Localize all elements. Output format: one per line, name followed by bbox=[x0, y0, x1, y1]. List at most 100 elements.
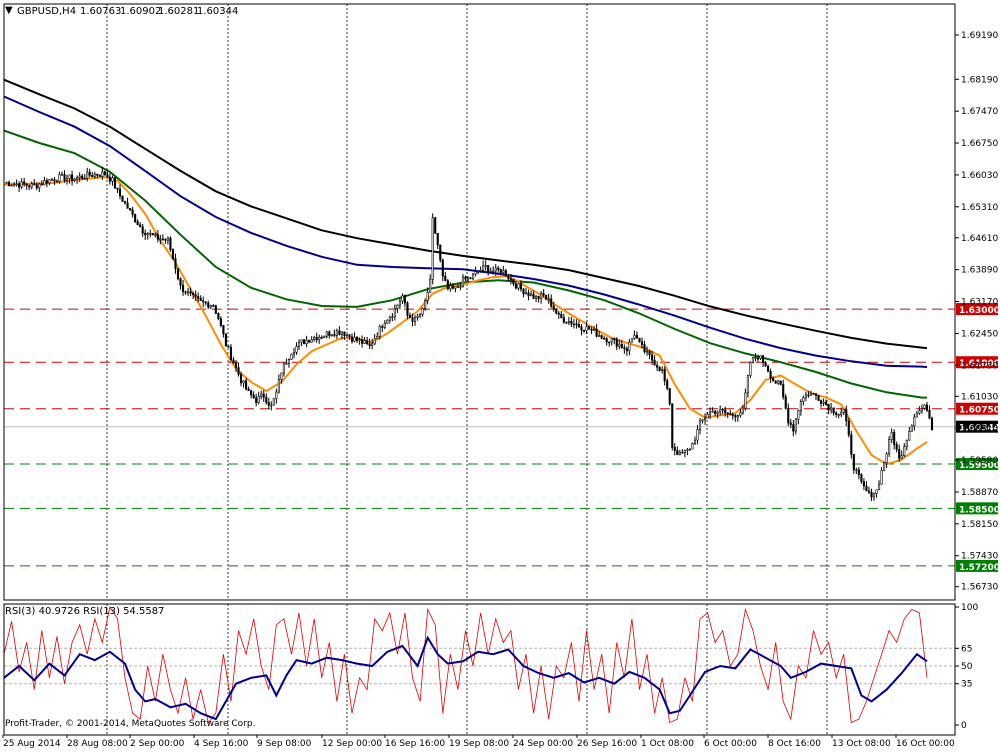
candle-body bbox=[35, 184, 38, 189]
candle-body bbox=[88, 171, 91, 176]
candle-body bbox=[555, 309, 558, 314]
candle-body bbox=[477, 271, 480, 273]
level-tag bbox=[956, 559, 998, 572]
candle-body bbox=[683, 449, 686, 454]
candle-body bbox=[411, 317, 414, 322]
level-label: 1.61800 bbox=[959, 359, 1000, 369]
candle-body bbox=[923, 404, 926, 409]
candle-body bbox=[618, 343, 621, 347]
y-tick-label: 1.66750 bbox=[961, 139, 998, 149]
candle-body bbox=[764, 362, 767, 367]
candle-body bbox=[663, 369, 666, 382]
candle-body bbox=[383, 322, 386, 328]
candle-body bbox=[451, 285, 454, 289]
rsi3-line bbox=[3, 605, 928, 724]
level-label: 1.60750 bbox=[959, 406, 1000, 416]
candle-body bbox=[63, 174, 66, 181]
candle-body bbox=[305, 339, 308, 344]
candle-body bbox=[73, 178, 76, 181]
candle-body bbox=[217, 313, 220, 319]
candle-body bbox=[146, 233, 149, 236]
candle-body bbox=[419, 313, 422, 317]
candle-body bbox=[431, 217, 434, 280]
y-tick-label: 1.63890 bbox=[961, 266, 998, 276]
candle-body bbox=[86, 171, 89, 179]
candle-body bbox=[5, 182, 8, 184]
candle-body bbox=[593, 328, 596, 331]
candle-body bbox=[928, 409, 931, 419]
candle-body bbox=[799, 401, 802, 412]
candle-body bbox=[315, 337, 318, 341]
candle-body bbox=[287, 359, 291, 364]
candle-body bbox=[456, 286, 459, 288]
candle-body bbox=[53, 179, 56, 182]
candle-body bbox=[290, 353, 293, 360]
x-tick-label: 16 Oct 00:00 bbox=[896, 739, 955, 749]
candle-body bbox=[613, 338, 616, 340]
candle-body bbox=[396, 304, 399, 309]
candle-body bbox=[567, 320, 570, 323]
candle-body bbox=[10, 184, 13, 187]
candle-body bbox=[656, 364, 659, 368]
candle-body bbox=[900, 455, 903, 459]
candle-body bbox=[676, 450, 679, 455]
candle-body bbox=[252, 394, 255, 399]
candle-body bbox=[245, 380, 248, 390]
candle-body bbox=[736, 415, 739, 418]
candle-body bbox=[156, 233, 159, 240]
candle-body bbox=[512, 279, 515, 285]
candle-body bbox=[381, 326, 384, 328]
candle-body bbox=[779, 380, 782, 385]
x-tick-label: 19 Sep 08:00 bbox=[449, 739, 509, 749]
candle-body bbox=[355, 336, 359, 341]
candle-body bbox=[461, 276, 465, 287]
candle-body bbox=[870, 491, 873, 498]
candle-body bbox=[333, 334, 336, 336]
candle-body bbox=[83, 177, 86, 180]
candle-body bbox=[638, 337, 641, 343]
candle-body bbox=[242, 380, 245, 384]
candle-body bbox=[207, 302, 210, 308]
x-tick-label: 16 Sep 16:00 bbox=[385, 739, 445, 749]
level-tag bbox=[956, 356, 998, 369]
candle-body bbox=[250, 390, 253, 396]
current-price-label: 1.60344 bbox=[959, 424, 1000, 434]
candle-body bbox=[151, 232, 154, 236]
candle-body bbox=[212, 305, 215, 307]
candle-body bbox=[827, 404, 830, 411]
candle-body bbox=[804, 394, 807, 398]
candle-body bbox=[600, 335, 603, 339]
candle-body bbox=[239, 374, 243, 384]
candle-body bbox=[68, 174, 71, 179]
candle-body bbox=[292, 352, 296, 355]
y-tick-label: 1.57430 bbox=[961, 552, 998, 562]
x-tick-label: 26 Sep 16:00 bbox=[577, 739, 637, 749]
candle-body bbox=[406, 302, 409, 316]
candle-body bbox=[552, 305, 555, 310]
candle-body bbox=[565, 321, 568, 324]
candle-body bbox=[721, 408, 724, 411]
x-tick-label: 1 Oct 08:00 bbox=[641, 739, 694, 749]
candle-body bbox=[166, 237, 169, 241]
x-tick-label: 24 Sep 00:00 bbox=[513, 739, 573, 749]
x-tick-label: 28 Aug 08:00 bbox=[67, 739, 128, 749]
candle-body bbox=[527, 292, 530, 297]
x-tick-label: 13 Oct 08:00 bbox=[832, 739, 891, 749]
candle-body bbox=[577, 324, 581, 328]
candle-body bbox=[441, 259, 444, 277]
candle-body bbox=[20, 181, 23, 188]
y-tick-label: 1.65310 bbox=[961, 203, 998, 213]
level-tag bbox=[956, 458, 998, 471]
candle-body bbox=[865, 485, 868, 492]
x-tick-label: 8 Oct 16:00 bbox=[768, 739, 821, 749]
candle-body bbox=[761, 355, 765, 363]
candle-body bbox=[350, 336, 354, 342]
current-price-tag bbox=[956, 420, 998, 433]
candle-body bbox=[918, 410, 921, 414]
collapse-arrow-icon[interactable]: ▼ bbox=[5, 5, 13, 16]
y-tick-label: 1.60310 bbox=[961, 424, 998, 434]
candle-body bbox=[502, 270, 505, 273]
horizontal-levels: 1.63000 1.61800 1.60750 1.59500 1.58500 1.572… bbox=[4, 303, 1000, 573]
candle-body bbox=[71, 174, 74, 181]
